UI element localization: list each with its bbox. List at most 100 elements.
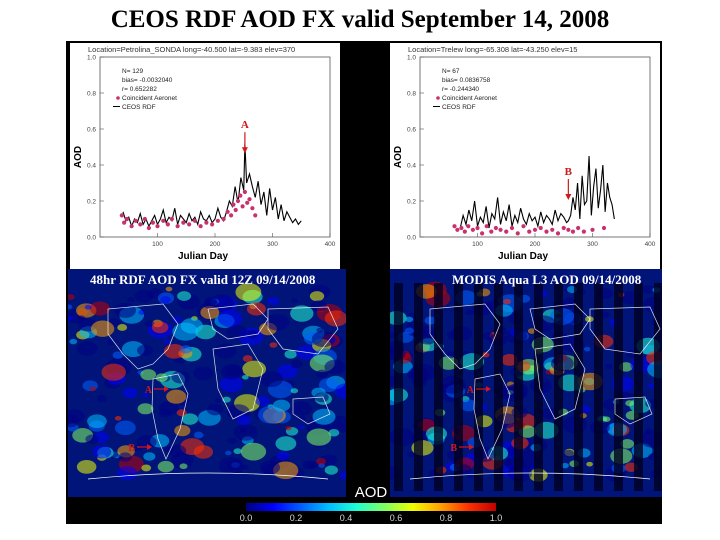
aeronet-point	[455, 227, 460, 232]
aod-blob	[166, 389, 187, 404]
map-marker-a: A	[467, 385, 475, 396]
x-tick-label: 200	[210, 241, 221, 248]
continent-outline	[212, 343, 264, 420]
chart-header: Location=Petrolina_SONDA long=-40.500 la…	[88, 45, 295, 54]
aod-blob	[174, 424, 191, 437]
y-tick-label: 0.4	[407, 163, 416, 170]
aeronet-point	[555, 231, 561, 236]
aod-blob	[233, 423, 258, 441]
aeronet-point	[215, 218, 220, 223]
aeronet-point	[233, 207, 238, 213]
aeronet-point	[192, 218, 197, 223]
continent-outline	[292, 396, 331, 425]
aeronet-point	[253, 213, 258, 218]
aod-blob	[160, 296, 171, 304]
aeronet-point	[198, 224, 203, 229]
plot-frame	[419, 56, 651, 238]
aod-blob	[235, 283, 262, 302]
aod-blob	[227, 437, 237, 444]
colorbar-tick-label: 0.8	[440, 513, 453, 523]
aod-blob	[240, 442, 267, 461]
missing-swath	[654, 283, 662, 491]
aod-blob	[236, 415, 252, 426]
aeronet-point	[459, 225, 464, 231]
legend-aeronet: Coincident Aeronet	[442, 95, 497, 102]
aod-blob	[127, 297, 135, 303]
aod-blob	[324, 359, 346, 375]
aeronet-point	[527, 229, 532, 234]
aod-blob	[176, 409, 187, 417]
plot-frame	[99, 56, 331, 238]
aod-blob	[214, 398, 222, 404]
aeronet-point	[229, 213, 234, 218]
missing-swath	[474, 283, 483, 491]
x-tick-label: 100	[472, 241, 483, 248]
timeseries-panel-trelew: Location=Trelew long=-65.308 lat=-43.250…	[390, 43, 660, 269]
aod-blob	[290, 298, 298, 304]
map-rdf-forecast: AB	[68, 269, 346, 497]
continent-outline	[589, 306, 661, 355]
annotation-arrowhead	[565, 194, 572, 200]
aeronet-point	[235, 198, 241, 204]
continent-outline	[107, 303, 179, 370]
continent-outline	[534, 343, 586, 420]
x-tick-label: 400	[645, 241, 656, 248]
aod-blob	[101, 363, 126, 381]
aod-blob	[114, 420, 136, 436]
antarctica-outline	[87, 472, 329, 480]
aod-blob	[137, 403, 154, 415]
aod-blob	[285, 425, 292, 431]
aod-blob	[141, 464, 152, 472]
aod-blob	[502, 298, 511, 305]
aod-blob	[290, 305, 314, 322]
aod-blob	[316, 457, 327, 465]
colorbar-title: AOD	[355, 484, 388, 501]
aod-blob	[242, 355, 253, 363]
aeronet-point	[521, 224, 526, 229]
aod-blob	[204, 296, 217, 306]
map-marker-b: B	[450, 443, 457, 454]
y-tick-label: 0.2	[407, 199, 416, 206]
aod-blob	[265, 314, 290, 331]
aod-blob	[138, 309, 146, 315]
continent-outline	[429, 303, 501, 370]
aod-blob	[563, 449, 575, 457]
aod-blob	[324, 465, 338, 475]
aod-blob	[246, 330, 258, 339]
continent-outline	[614, 396, 653, 425]
aeronet-point	[210, 222, 215, 227]
aod-blob	[277, 364, 298, 379]
colorbar-gradient	[246, 503, 496, 511]
aod-blob	[68, 315, 74, 321]
missing-swath	[574, 283, 583, 491]
aod-blob	[172, 316, 182, 323]
aod-blob	[328, 428, 340, 437]
aeronet-point	[515, 231, 520, 236]
aod-blob	[240, 427, 247, 433]
annotation-label: A	[241, 119, 249, 131]
aod-blob	[316, 369, 329, 379]
stats-line: bias= -0.0032040	[122, 77, 173, 84]
aod-blob	[310, 300, 327, 312]
y-tick-label: 0.8	[407, 91, 416, 98]
aod-blob	[309, 291, 325, 302]
aeronet-point	[570, 229, 576, 234]
aod-blob	[157, 460, 174, 473]
x-axis-label: Julian Day	[178, 251, 228, 262]
aod-blob	[114, 415, 122, 421]
aod-blob	[112, 351, 124, 359]
aod-blob	[85, 434, 99, 444]
aod-blob	[583, 346, 591, 352]
map-marker-arrowhead	[486, 386, 491, 392]
aod-blob	[407, 451, 415, 458]
y-tick-label: 0.8	[87, 91, 96, 98]
aod-blob	[625, 400, 635, 407]
y-tick-label: 0.6	[407, 127, 416, 134]
aod-blob	[465, 309, 474, 316]
aod-blob	[227, 460, 242, 471]
aeronet-point	[122, 220, 127, 225]
aod-blob	[84, 304, 92, 310]
aeronet-point	[576, 225, 581, 231]
aod-blob	[306, 428, 332, 446]
continent-outline	[529, 303, 591, 340]
